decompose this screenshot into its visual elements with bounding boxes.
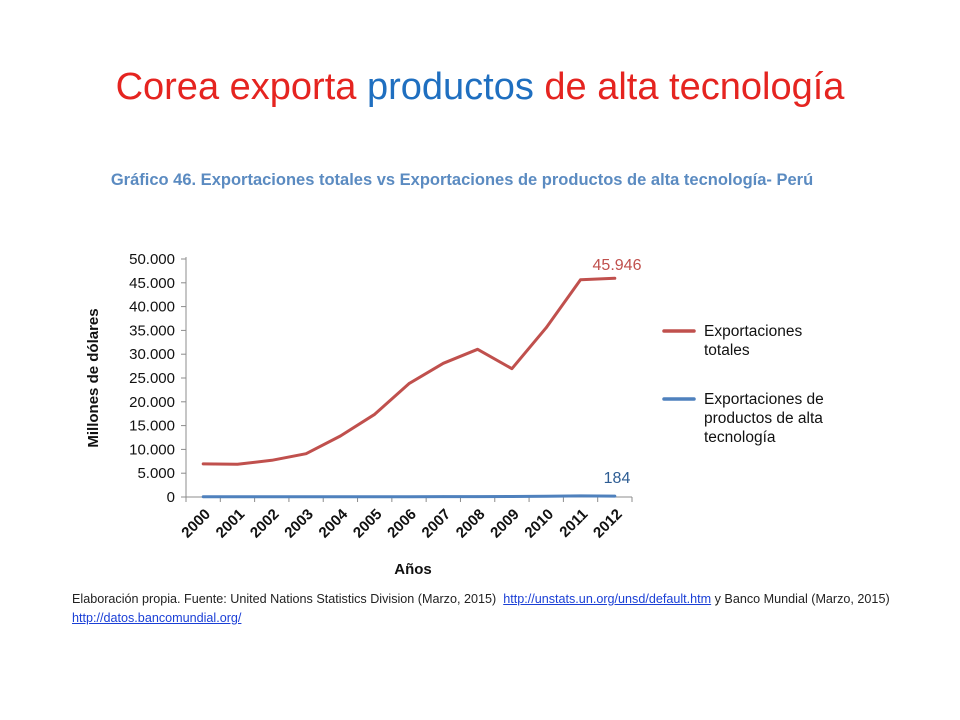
x-tick-label: 2005 xyxy=(350,506,386,542)
data-point xyxy=(613,277,617,280)
y-tick-label: 0 xyxy=(167,489,175,506)
legend-label: totales xyxy=(704,342,750,359)
data-point xyxy=(510,495,514,498)
data-point xyxy=(236,463,239,466)
x-tick-label: 2001 xyxy=(213,506,249,542)
x-tick-label: 2012 xyxy=(590,506,626,542)
slide-title-part-3: de alta tecnología xyxy=(533,66,845,108)
y-tick-label: 15.000 xyxy=(129,418,175,435)
x-tick-label: 2000 xyxy=(178,506,214,542)
data-point xyxy=(545,326,548,329)
data-point xyxy=(407,495,411,498)
data-point xyxy=(510,367,514,370)
y-tick-label: 25.000 xyxy=(129,370,175,387)
y-tick-label: 45.000 xyxy=(129,275,175,292)
x-tick-label: 2006 xyxy=(384,506,420,542)
chart-title: Gráfico 46. Exportaciones totales vs Exp… xyxy=(110,171,814,189)
data-point xyxy=(476,348,479,351)
data-point xyxy=(373,495,376,498)
data-point xyxy=(442,495,445,498)
source-middle: y Banco Mundial (Marzo, 2015) xyxy=(714,592,890,606)
data-point xyxy=(545,495,548,498)
data-point xyxy=(201,495,205,498)
data-point xyxy=(407,382,411,385)
y-tick-label: 35.000 xyxy=(129,322,175,339)
series-line-1 xyxy=(201,276,617,466)
y-tick-label: 50.000 xyxy=(129,251,175,268)
y-tick-label: 20.000 xyxy=(129,394,175,411)
unstats-link[interactable]: http://unstats.un.org/unsd/default.htm xyxy=(503,592,712,606)
x-tick-label: 2011 xyxy=(556,506,591,541)
end-label-total: 45.946 xyxy=(593,257,642,274)
y-tick-label: 10.000 xyxy=(129,441,175,458)
data-point xyxy=(339,434,342,438)
x-tick-label: 2002 xyxy=(247,506,283,542)
slide-title-part-1: Corea exporta xyxy=(115,66,367,108)
slide-title: Corea exporta productos de alta tecnolog… xyxy=(0,66,960,109)
x-tick-label: 2007 xyxy=(419,506,455,542)
x-tick-label: 2010 xyxy=(521,506,557,542)
data-point xyxy=(304,495,308,498)
y-axis-title: Millones de dólares xyxy=(85,308,102,447)
data-point xyxy=(373,413,376,416)
data-point xyxy=(476,495,479,498)
data-point xyxy=(613,494,617,498)
source-note: Elaboración propia. Fuente: United Natio… xyxy=(72,590,892,628)
data-point xyxy=(201,462,205,466)
data-point xyxy=(304,452,308,455)
x-tick-label: 2008 xyxy=(453,506,489,542)
x-axis-title: Años xyxy=(394,561,432,578)
legend-label: Exportaciones xyxy=(704,323,802,340)
bancomundial-link[interactable]: http://datos.bancomundial.org/ xyxy=(72,611,242,625)
data-point xyxy=(579,494,582,498)
x-tick-label: 2004 xyxy=(316,505,352,541)
data-point xyxy=(236,495,239,498)
data-point xyxy=(339,495,342,498)
data-point xyxy=(579,278,582,281)
y-tick-label: 30.000 xyxy=(129,346,175,363)
end-label-tech: 184 xyxy=(604,470,631,487)
legend-label: productos de alta xyxy=(704,410,823,427)
x-tick-label: 2003 xyxy=(281,506,317,542)
slide-title-part-2: productos xyxy=(366,66,534,108)
legend-label: Exportaciones de xyxy=(704,391,824,408)
source-prefix: Elaboración propia. Fuente: United Natio… xyxy=(72,592,497,606)
x-tick-label: 2009 xyxy=(487,506,523,542)
y-tick-label: 40.000 xyxy=(129,299,175,316)
legend-label: tecnología xyxy=(704,429,776,446)
data-point xyxy=(270,459,273,462)
data-point xyxy=(270,495,273,498)
data-point xyxy=(442,362,445,365)
y-tick-label: 5.000 xyxy=(137,465,175,482)
